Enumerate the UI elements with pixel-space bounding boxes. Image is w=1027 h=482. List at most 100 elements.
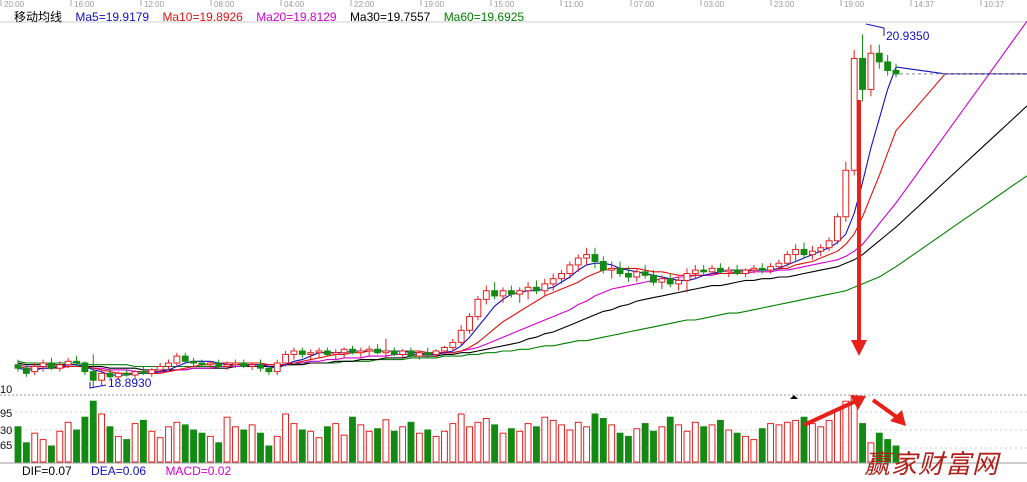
volume-bar xyxy=(524,423,532,463)
candle-body xyxy=(231,362,239,366)
volume-bar xyxy=(566,429,574,463)
volume-bar xyxy=(808,423,816,463)
candle-body xyxy=(14,364,22,369)
candle xyxy=(767,263,774,274)
candle-body xyxy=(758,267,766,271)
candle xyxy=(231,359,239,369)
candle xyxy=(591,247,599,269)
candle-body xyxy=(867,52,875,90)
time-tick: 04:00 xyxy=(284,0,305,9)
candle xyxy=(825,237,833,252)
candle xyxy=(691,264,699,279)
candle xyxy=(98,369,106,386)
candle xyxy=(541,278,549,296)
candle-body xyxy=(675,279,683,285)
volume-bar xyxy=(198,432,206,463)
volume-bar xyxy=(432,435,440,463)
candle xyxy=(474,295,482,320)
candle-body xyxy=(265,367,273,373)
candle-body xyxy=(31,365,39,373)
volume-bars xyxy=(14,397,900,463)
candle xyxy=(658,275,666,290)
candle xyxy=(867,44,875,97)
watermark-logo: 赢家财富网 xyxy=(864,450,1000,480)
candle-body xyxy=(708,267,716,273)
candle-body xyxy=(850,57,858,171)
candle xyxy=(298,347,306,358)
volume-bar xyxy=(282,413,290,463)
price-annotations: 20.9350 18.8930 xyxy=(89,23,930,390)
volume-bar xyxy=(131,423,139,463)
candle-body xyxy=(441,347,448,352)
candle-body xyxy=(407,350,415,357)
time-tick: 19:00 xyxy=(844,0,865,9)
macd-legend: DIF=0.07 DEA=0.06 MACD=0.02 xyxy=(22,464,247,478)
red-arrows xyxy=(790,100,906,427)
volume-bar xyxy=(349,416,356,463)
volume-bar xyxy=(298,429,306,463)
volume-bar xyxy=(106,426,114,463)
candle-body xyxy=(123,372,131,376)
volume-bar xyxy=(315,437,323,463)
candle-body xyxy=(859,57,866,90)
candle-body xyxy=(48,362,55,369)
candle xyxy=(114,371,122,381)
candle xyxy=(507,285,515,298)
candle-body xyxy=(800,248,808,256)
candle-body xyxy=(750,267,758,271)
candle-body xyxy=(524,286,532,292)
volume-bar xyxy=(240,429,248,463)
candle xyxy=(650,270,657,286)
candle-body xyxy=(98,372,106,381)
volume-bar xyxy=(340,434,348,463)
candle xyxy=(516,287,524,303)
volume-bar xyxy=(206,435,214,463)
volume-bar xyxy=(783,421,791,463)
volume-bar xyxy=(39,439,47,463)
candle-body xyxy=(608,267,616,271)
candle xyxy=(800,242,808,259)
candle xyxy=(148,368,156,377)
volume-bar xyxy=(859,423,866,463)
ma-legend: 移动均线 Ma5=19.9179 Ma10=19.8926 Ma20=19.81… xyxy=(14,8,534,25)
candle-body xyxy=(599,260,607,271)
volume-bar xyxy=(516,430,524,463)
candle xyxy=(273,359,281,376)
candle-body xyxy=(616,267,624,275)
candle xyxy=(566,261,574,279)
ma10-path xyxy=(17,73,1027,374)
volume-bar xyxy=(633,428,641,463)
candle xyxy=(190,357,198,367)
candle xyxy=(725,266,733,277)
candle xyxy=(441,345,448,355)
ma5-path xyxy=(17,66,1027,376)
candle-body xyxy=(482,290,490,300)
volume-bar xyxy=(424,429,432,463)
volume-bar xyxy=(691,421,699,463)
candle-body xyxy=(298,350,306,355)
candle xyxy=(14,359,22,372)
indicator-title: 移动均线 xyxy=(14,10,63,24)
ma60-legend: Ma60=19.6925 xyxy=(443,10,525,24)
candle xyxy=(733,264,741,276)
volume-bar xyxy=(800,416,808,463)
volume-bar xyxy=(257,432,264,463)
candle xyxy=(683,268,691,293)
volume-bar xyxy=(541,416,549,463)
candle-body xyxy=(767,266,774,271)
candle-body xyxy=(39,362,47,367)
candle-body xyxy=(683,273,691,281)
candle xyxy=(775,259,783,271)
candle xyxy=(165,359,172,370)
candle xyxy=(206,361,214,369)
candle-body xyxy=(282,353,290,364)
volume-bar xyxy=(733,432,741,463)
candle-body xyxy=(466,316,473,331)
candle-body xyxy=(81,362,89,373)
candle xyxy=(716,263,724,274)
candle-body xyxy=(591,254,599,262)
volume-bar xyxy=(700,426,708,463)
volume-bar xyxy=(875,432,883,463)
candle-body xyxy=(332,352,340,355)
